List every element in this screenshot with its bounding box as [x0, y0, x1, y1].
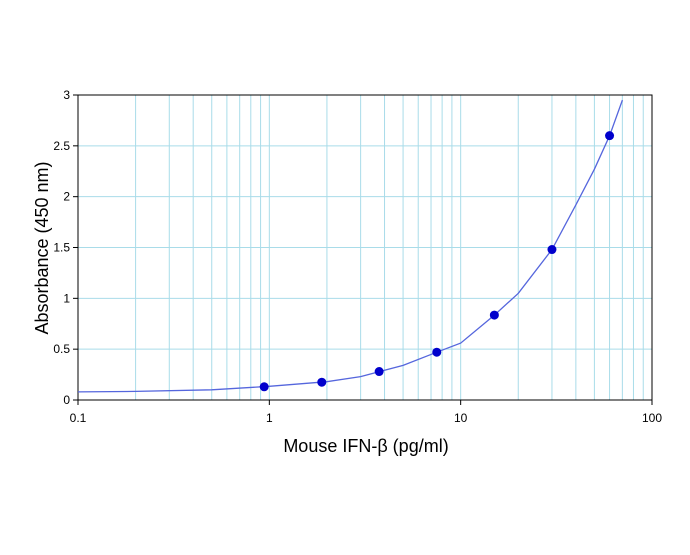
y-tick-label: 2.5	[53, 139, 70, 153]
data-point	[489, 310, 499, 320]
y-tick-label: 2	[63, 190, 70, 204]
fit-curve	[78, 99, 624, 393]
y-axis-title: Absorbance (450 nm)	[32, 161, 52, 334]
x-tick-label: 0.1	[70, 411, 87, 425]
x-axis-title: Mouse IFN-β (pg/ml)	[283, 436, 448, 456]
data-point	[605, 131, 615, 141]
data-point	[547, 245, 557, 255]
y-tick-label: 3	[63, 88, 70, 102]
data-point	[432, 347, 442, 357]
y-tick-label: 1.5	[53, 241, 70, 255]
x-tick-label: 10	[454, 411, 468, 425]
data-point	[259, 382, 269, 392]
x-tick-label: 1	[266, 411, 273, 425]
data-point	[374, 367, 384, 377]
data-point	[317, 377, 327, 387]
y-tick-label: 1	[63, 291, 70, 305]
y-tick-label: 0	[63, 393, 70, 407]
plot-frame	[77, 94, 653, 401]
x-tick-label: 100	[642, 411, 662, 425]
y-tick-label: 0.5	[53, 342, 70, 356]
